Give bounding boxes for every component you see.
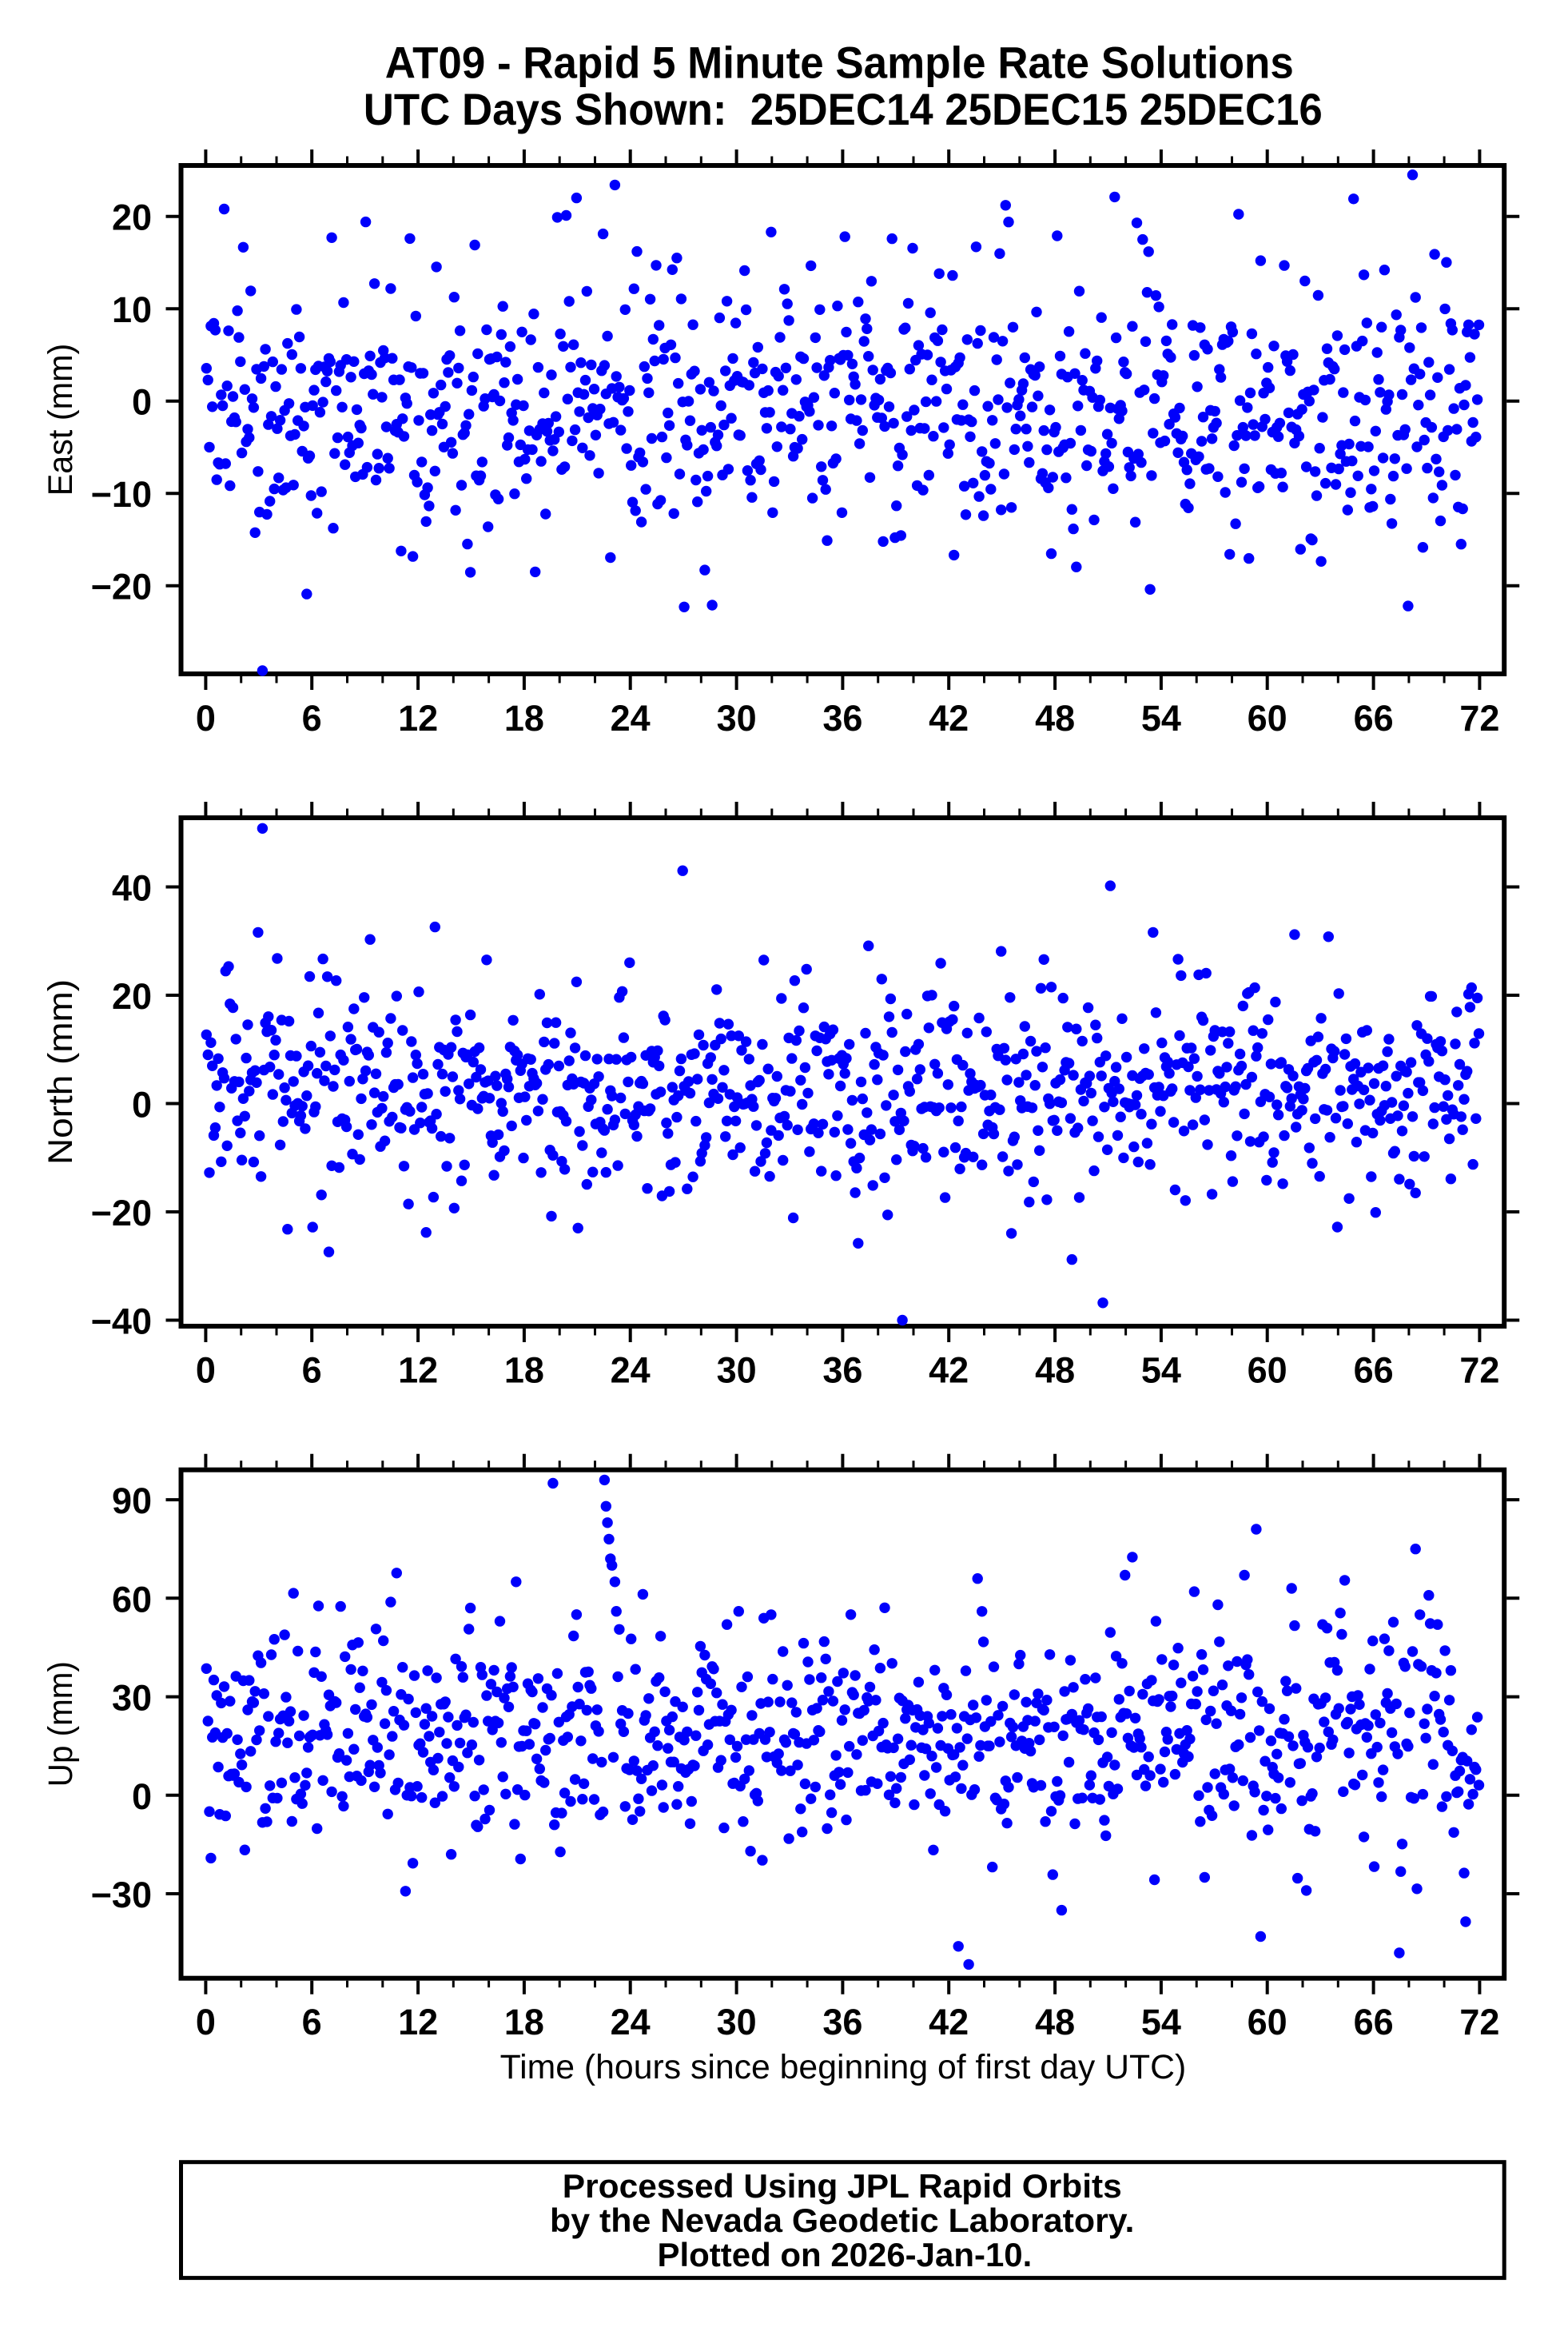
svg-text:24: 24 xyxy=(611,698,651,739)
svg-text:24: 24 xyxy=(611,1350,651,1391)
svg-text:Up (mm): Up (mm) xyxy=(42,1661,80,1787)
svg-text:12: 12 xyxy=(398,1350,438,1391)
svg-text:18: 18 xyxy=(504,1350,544,1391)
svg-text:42: 42 xyxy=(929,2002,969,2042)
svg-text:72: 72 xyxy=(1459,1350,1499,1391)
svg-text:18: 18 xyxy=(504,698,544,739)
svg-text:48: 48 xyxy=(1035,698,1075,739)
svg-text:0: 0 xyxy=(132,382,152,423)
svg-text:36: 36 xyxy=(822,2002,862,2042)
svg-text:East (mm): East (mm) xyxy=(42,344,80,496)
svg-text:0: 0 xyxy=(132,1776,152,1817)
svg-text:90: 90 xyxy=(112,1480,152,1521)
svg-text:54: 54 xyxy=(1141,1350,1181,1391)
svg-text:Time (hours since beginning of: Time (hours since beginning of first day… xyxy=(500,2048,1187,2086)
svg-text:30: 30 xyxy=(717,2002,757,2042)
svg-text:66: 66 xyxy=(1354,698,1394,739)
svg-text:North (mm): North (mm) xyxy=(42,979,80,1165)
svg-text:20: 20 xyxy=(112,976,152,1017)
svg-text:10: 10 xyxy=(112,289,152,330)
svg-text:60: 60 xyxy=(1248,1350,1287,1391)
svg-text:12: 12 xyxy=(398,698,438,739)
svg-text:18: 18 xyxy=(504,2002,544,2042)
svg-text:30: 30 xyxy=(112,1678,152,1719)
svg-text:6: 6 xyxy=(302,2002,322,2042)
svg-text:6: 6 xyxy=(302,1350,322,1391)
svg-text:60: 60 xyxy=(1248,698,1287,739)
svg-text:−30: −30 xyxy=(91,1875,152,1915)
svg-text:−20: −20 xyxy=(91,1193,152,1233)
svg-text:−40: −40 xyxy=(91,1301,152,1342)
svg-text:30: 30 xyxy=(717,1350,757,1391)
svg-text:0: 0 xyxy=(196,1350,216,1391)
svg-text:30: 30 xyxy=(717,698,757,739)
svg-text:0: 0 xyxy=(196,2002,216,2042)
svg-text:0: 0 xyxy=(132,1085,152,1126)
svg-text:48: 48 xyxy=(1035,1350,1075,1391)
svg-text:0: 0 xyxy=(196,698,216,739)
svg-text:60: 60 xyxy=(112,1579,152,1620)
svg-text:72: 72 xyxy=(1459,698,1499,739)
svg-text:36: 36 xyxy=(822,1350,862,1391)
svg-text:UTC Days Shown: 25DEC14 25DEC: UTC Days Shown: 25DEC14 25DEC15 25DEC16 xyxy=(364,84,1323,134)
svg-text:66: 66 xyxy=(1354,2002,1394,2042)
svg-text:Plotted on 2026-Jan-10.: Plotted on 2026-Jan-10. xyxy=(658,2236,1033,2273)
svg-text:12: 12 xyxy=(398,2002,438,2042)
svg-text:42: 42 xyxy=(929,1350,969,1391)
svg-text:40: 40 xyxy=(112,868,152,909)
svg-text:Processed Using JPL Rapid Orbi: Processed Using JPL Rapid Orbits xyxy=(563,2167,1122,2205)
svg-text:AT09 - Rapid 5 Minute Sample R: AT09 - Rapid 5 Minute Sample Rate Soluti… xyxy=(385,38,1294,88)
svg-text:42: 42 xyxy=(929,698,969,739)
svg-text:66: 66 xyxy=(1354,1350,1394,1391)
svg-text:20: 20 xyxy=(112,197,152,238)
svg-text:48: 48 xyxy=(1035,2002,1075,2042)
svg-text:60: 60 xyxy=(1248,2002,1287,2042)
svg-text:−20: −20 xyxy=(91,567,152,608)
svg-text:72: 72 xyxy=(1459,2002,1499,2042)
svg-text:by the Nevada Geodetic Laborat: by the Nevada Geodetic Laboratory. xyxy=(550,2202,1134,2239)
svg-text:54: 54 xyxy=(1141,2002,1181,2042)
svg-text:24: 24 xyxy=(611,2002,651,2042)
svg-text:36: 36 xyxy=(822,698,862,739)
svg-text:54: 54 xyxy=(1141,698,1181,739)
svg-text:6: 6 xyxy=(302,698,322,739)
svg-text:−10: −10 xyxy=(91,474,152,515)
